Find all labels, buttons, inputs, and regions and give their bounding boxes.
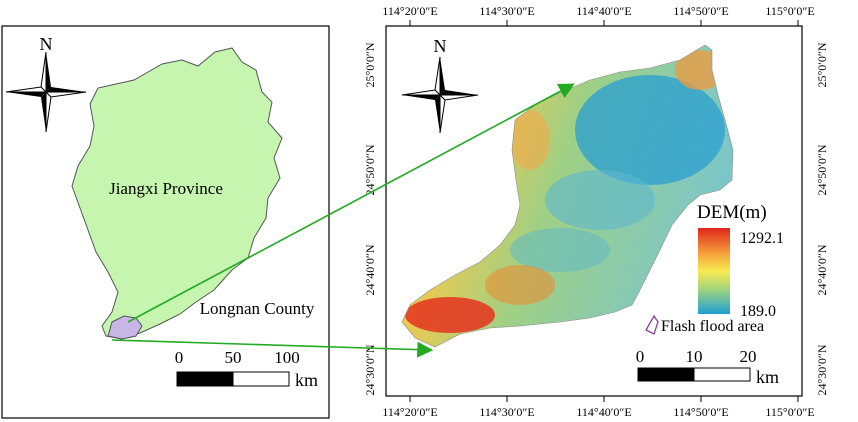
legend-colorbar bbox=[698, 228, 730, 314]
left-scale-tick-1: 50 bbox=[225, 348, 242, 367]
right-scale-unit: km bbox=[756, 367, 779, 387]
longnan-county-shape bbox=[107, 315, 143, 340]
top-tick-4: 115°0′0″E bbox=[765, 4, 814, 18]
province-label: Jiangxi Province bbox=[109, 179, 223, 198]
legend-min: 189.0 bbox=[740, 303, 776, 320]
right-panel-ticks bbox=[409, 20, 799, 402]
county-label: Longnan County bbox=[200, 299, 315, 318]
left-lat-0: 25°0′0″N bbox=[363, 42, 377, 87]
connection-arrow-bottom bbox=[111, 339, 434, 358]
legend-title: DEM(m) bbox=[697, 202, 767, 223]
bottom-tick-2: 114°40′0″E bbox=[576, 405, 631, 419]
legend-flood-label: Flash flood area bbox=[661, 318, 764, 335]
left-scale-bar: 0 50 100 km bbox=[175, 348, 318, 390]
right-lat-2: 24°40′0″N bbox=[815, 244, 829, 295]
top-tick-0: 114°20′0″E bbox=[382, 4, 437, 18]
north-arrow-icon bbox=[5, 51, 87, 133]
right-lat-3: 24°30′0″N bbox=[815, 344, 829, 395]
right-scale-tick-2: 20 bbox=[740, 347, 757, 366]
bottom-tick-4: 115°0′0″E bbox=[765, 405, 814, 419]
bottom-tick-3: 114°50′0″E bbox=[673, 405, 728, 419]
left-lat-3: 24°30′0″N bbox=[363, 344, 377, 395]
left-panel: N Jiangxi Province Longnan County 0 50 1… bbox=[1, 25, 330, 419]
bottom-tick-0: 114°20′0″E bbox=[382, 405, 437, 419]
left-scale-unit: km bbox=[295, 370, 318, 390]
connection-arrow-top bbox=[127, 83, 575, 323]
connection-arrows bbox=[111, 83, 575, 358]
right-scale-tick-1: 10 bbox=[686, 347, 703, 366]
left-north-label: N bbox=[40, 34, 53, 54]
dem-legend: DEM(m) 1292.1 189.0 Flash flood area bbox=[645, 202, 784, 335]
legend-max: 1292.1 bbox=[740, 230, 784, 247]
top-tick-1: 114°30′0″E bbox=[479, 4, 534, 18]
right-scale-bar: 0 10 20 km bbox=[636, 347, 779, 387]
top-tick-3: 114°50′0″E bbox=[673, 4, 728, 18]
right-lat-0: 25°0′0″N bbox=[815, 42, 829, 87]
flood-area-icon bbox=[645, 314, 659, 335]
top-longitude-labels: 114°20′0″E 114°30′0″E 114°40′0″E 114°50′… bbox=[382, 4, 814, 18]
north-arrow-icon-right bbox=[401, 56, 479, 134]
left-latitude-labels: 25°0′0″N 24°50′0″N 24°40′0″N 24°30′0″N bbox=[363, 42, 377, 395]
left-scale-tick-0: 0 bbox=[175, 348, 184, 367]
left-lat-1: 24°50′0″N bbox=[363, 144, 377, 195]
right-latitude-labels: 25°0′0″N 24°50′0″N 24°40′0″N 24°30′0″N bbox=[815, 42, 829, 395]
right-lat-1: 24°50′0″N bbox=[815, 144, 829, 195]
right-scale-tick-0: 0 bbox=[636, 347, 645, 366]
left-scale-tick-2: 100 bbox=[274, 348, 300, 367]
right-panel: N DEM(m) 1292.1 189.0 Flash flood area 0… bbox=[363, 4, 829, 419]
bottom-tick-1: 114°30′0″E bbox=[479, 405, 534, 419]
top-tick-2: 114°40′0″E bbox=[576, 4, 631, 18]
right-north-label: N bbox=[434, 36, 447, 56]
left-lat-2: 24°40′0″N bbox=[363, 244, 377, 295]
bottom-longitude-labels: 114°20′0″E 114°30′0″E 114°40′0″E 114°50′… bbox=[382, 405, 814, 419]
